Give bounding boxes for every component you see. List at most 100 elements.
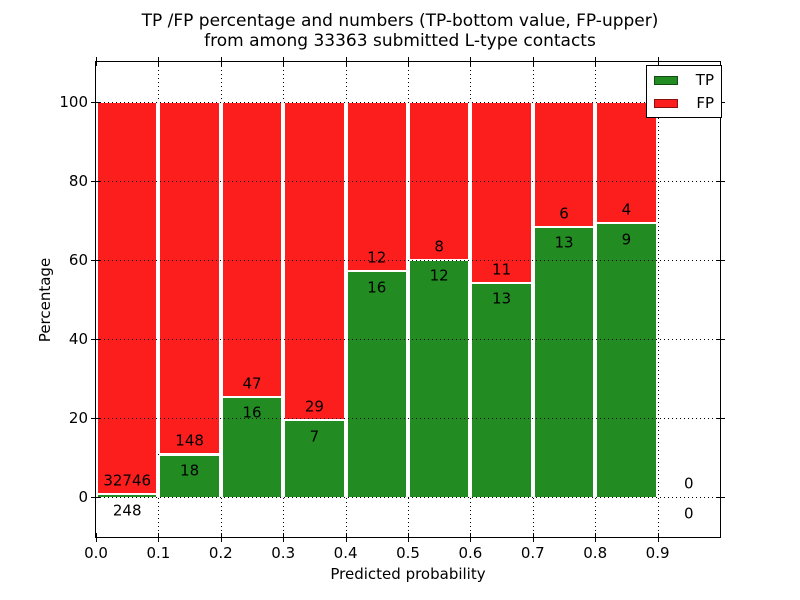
x-tick-mark bbox=[283, 533, 285, 542]
bar-segment-tp bbox=[283, 420, 346, 498]
x-tick-label: 0.6 bbox=[458, 544, 483, 562]
bar-value-label-fp: 6 bbox=[559, 204, 569, 222]
x-tick-mark bbox=[158, 533, 160, 542]
bar-segment-fp bbox=[96, 101, 159, 495]
x-tick-mark bbox=[470, 57, 472, 66]
bar-value-label-tp: 9 bbox=[621, 230, 632, 249]
h-gridline bbox=[96, 101, 720, 103]
y-tick-mark bbox=[91, 418, 100, 420]
x-tick-mark bbox=[283, 57, 285, 66]
bar-segment-tp bbox=[96, 494, 159, 498]
x-tick-label: 0.1 bbox=[146, 544, 171, 562]
bar-segment-fp bbox=[532, 101, 596, 227]
legend-item-tp: TP bbox=[654, 72, 714, 88]
x-tick-mark bbox=[532, 533, 534, 542]
h-gridline bbox=[96, 418, 720, 420]
h-gridline bbox=[96, 497, 720, 499]
y-tick-mark bbox=[91, 339, 100, 341]
y-tick-label: 100 bbox=[59, 92, 88, 111]
x-tick-mark bbox=[220, 533, 222, 542]
legend-label-tp: TP bbox=[695, 71, 714, 89]
bar-value-label-tp: 18 bbox=[180, 461, 200, 480]
h-gridline bbox=[96, 180, 720, 182]
x-tick-mark bbox=[96, 57, 97, 66]
x-tick-label: 0.9 bbox=[645, 544, 670, 562]
x-tick-mark bbox=[595, 57, 597, 66]
chart-title-line2: from among 33363 submitted L-type contac… bbox=[204, 31, 596, 51]
bar-value-label-fp: 47 bbox=[242, 374, 262, 393]
legend-item-fp: FP bbox=[654, 95, 714, 111]
bar-value-label-fp: 8 bbox=[434, 237, 444, 256]
y-tick-label: 0 bbox=[78, 488, 88, 507]
bar-segment-fp bbox=[595, 101, 658, 224]
bar-value-label-fp: 32746 bbox=[103, 471, 152, 490]
bar-segment-fp bbox=[470, 101, 533, 283]
y-tick-mark bbox=[716, 180, 725, 182]
bar-segment-fp bbox=[345, 101, 408, 272]
y-tick-mark bbox=[91, 497, 100, 499]
y-tick-label: 60 bbox=[68, 250, 88, 269]
x-tick-mark bbox=[408, 533, 409, 542]
chart-title-line1: TP /FP percentage and numbers (TP-bottom… bbox=[141, 11, 659, 31]
x-axis-label: Predicted probability bbox=[330, 565, 486, 583]
x-tick-label: 0.0 bbox=[84, 544, 108, 562]
x-tick-mark bbox=[158, 57, 160, 66]
bar-segment-tp bbox=[158, 454, 221, 498]
x-tick-mark bbox=[345, 57, 347, 66]
bar-segment-tp bbox=[345, 271, 408, 498]
legend: TP FP bbox=[646, 65, 722, 118]
bar-value-label-fp: 29 bbox=[304, 397, 324, 416]
bar-segment-tp bbox=[470, 283, 533, 498]
x-tick-label: 0.7 bbox=[520, 544, 545, 562]
x-tick-mark bbox=[220, 57, 222, 66]
x-tick-mark bbox=[532, 57, 534, 66]
tp-legend-swatch-icon bbox=[654, 75, 678, 85]
y-tick-mark bbox=[91, 101, 100, 103]
bar-value-label-fp: 12 bbox=[367, 248, 387, 267]
y-tick-mark bbox=[716, 259, 725, 261]
y-tick-mark bbox=[91, 180, 100, 182]
bar-segment-tp bbox=[220, 396, 284, 498]
x-tick-mark bbox=[408, 57, 409, 66]
x-tick-mark bbox=[96, 533, 97, 542]
bar-segment-fp bbox=[408, 101, 471, 260]
bar-segment-tp bbox=[595, 223, 658, 498]
x-tick-label: 0.8 bbox=[583, 544, 608, 562]
bar-value-label-fp: 11 bbox=[492, 260, 512, 279]
chart-title: TP /FP percentage and numbers (TP-bottom… bbox=[0, 11, 800, 51]
bar-segment-tp bbox=[408, 259, 471, 498]
fp-legend-swatch-icon bbox=[654, 98, 678, 108]
y-tick-mark bbox=[716, 418, 725, 420]
bar-segment-tp bbox=[532, 226, 596, 498]
x-tick-label: 0.3 bbox=[271, 544, 296, 562]
plot-area: TP FP 32746 248 148 18 47 16 29 7 12 16 8 12 11 13 6 13… bbox=[91, 57, 725, 542]
y-tick-mark bbox=[716, 339, 725, 341]
y-tick-mark bbox=[91, 259, 100, 261]
legend-label-fp: FP bbox=[696, 94, 714, 112]
y-tick-label: 80 bbox=[68, 171, 88, 190]
bar-value-label-tp: 13 bbox=[554, 233, 574, 252]
bar-value-label-fp: 4 bbox=[621, 200, 632, 219]
bar-value-label-tp: 16 bbox=[367, 278, 387, 296]
bar-segment-fp bbox=[158, 101, 221, 455]
x-tick-mark bbox=[657, 533, 659, 542]
h-gridline bbox=[96, 339, 720, 341]
h-gridline bbox=[96, 259, 720, 261]
v-gridline bbox=[657, 62, 659, 537]
bar-segment-fp bbox=[283, 101, 346, 421]
x-tick-label: 0.5 bbox=[396, 544, 420, 562]
bar-value-label-tp: 248 bbox=[112, 501, 142, 520]
y-tick-label: 20 bbox=[68, 409, 88, 428]
x-tick-mark bbox=[345, 533, 347, 542]
bar-value-label-fp: 148 bbox=[175, 431, 204, 450]
y-tick-mark bbox=[716, 497, 725, 499]
bar-segment-fp bbox=[220, 101, 284, 397]
x-tick-mark bbox=[595, 533, 597, 542]
bar-value-label-tp: 12 bbox=[429, 266, 449, 285]
bar-value-label-tp: 7 bbox=[309, 427, 320, 446]
bar-value-label-tp: 16 bbox=[242, 403, 262, 422]
x-tick-label: 0.2 bbox=[208, 544, 233, 562]
y-tick-label: 40 bbox=[68, 330, 88, 349]
x-tick-mark bbox=[470, 533, 472, 542]
